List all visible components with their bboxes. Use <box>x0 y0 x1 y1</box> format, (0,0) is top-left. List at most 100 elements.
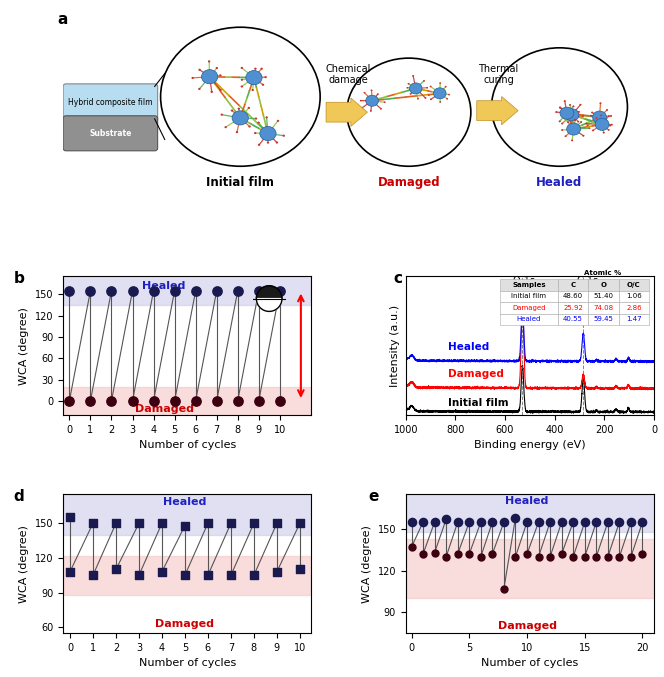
Circle shape <box>567 121 569 123</box>
Point <box>452 517 463 527</box>
Circle shape <box>564 135 566 137</box>
Circle shape <box>580 121 582 123</box>
Point <box>522 548 533 559</box>
Bar <box>63 387 311 415</box>
Circle shape <box>562 114 564 116</box>
Circle shape <box>590 115 592 116</box>
Circle shape <box>611 124 613 125</box>
Point <box>111 518 122 529</box>
Circle shape <box>434 88 446 99</box>
Circle shape <box>430 86 432 87</box>
Text: Healed: Healed <box>142 281 186 290</box>
Circle shape <box>277 120 280 122</box>
Circle shape <box>258 144 260 146</box>
Point <box>475 551 486 562</box>
Y-axis label: WCA (degree): WCA (degree) <box>19 525 29 603</box>
Circle shape <box>560 107 574 119</box>
Circle shape <box>240 85 243 87</box>
Point <box>88 518 98 529</box>
Point <box>544 517 555 527</box>
Point <box>64 567 75 577</box>
Circle shape <box>241 79 243 81</box>
Circle shape <box>600 102 602 104</box>
Point <box>64 285 75 296</box>
Point <box>487 517 497 527</box>
Circle shape <box>577 121 579 123</box>
Ellipse shape <box>491 48 627 167</box>
Point <box>533 517 544 527</box>
Point <box>148 395 159 406</box>
Point <box>637 517 648 527</box>
Point <box>441 514 452 525</box>
Circle shape <box>254 68 256 70</box>
Point <box>274 285 285 296</box>
Point <box>568 551 578 562</box>
X-axis label: Number of cycles: Number of cycles <box>139 440 236 450</box>
Point <box>418 548 428 559</box>
Text: a: a <box>57 12 68 26</box>
Point <box>127 395 138 406</box>
Point <box>580 517 590 527</box>
Point <box>580 551 590 562</box>
Circle shape <box>266 116 268 118</box>
X-axis label: Number of cycles: Number of cycles <box>139 658 236 668</box>
Point <box>487 548 497 559</box>
Point <box>556 517 567 527</box>
Circle shape <box>219 74 222 77</box>
Circle shape <box>595 118 609 131</box>
Circle shape <box>232 111 248 125</box>
Point <box>499 517 509 527</box>
Circle shape <box>191 77 194 79</box>
Circle shape <box>224 126 227 128</box>
Text: Thermal
curing: Thermal curing <box>479 64 519 85</box>
Point <box>111 564 122 575</box>
Circle shape <box>555 111 557 113</box>
Circle shape <box>380 108 382 110</box>
Point <box>499 583 509 594</box>
Point <box>169 395 180 406</box>
Point <box>248 518 259 529</box>
Circle shape <box>446 98 448 100</box>
X-axis label: Binding energy (eV): Binding energy (eV) <box>474 440 586 450</box>
Bar <box>63 494 311 535</box>
Circle shape <box>606 109 608 111</box>
Text: Healed: Healed <box>163 498 207 508</box>
Circle shape <box>257 122 260 124</box>
Circle shape <box>199 68 201 71</box>
Circle shape <box>609 125 611 127</box>
Text: C 1s: C 1s <box>577 276 598 286</box>
Text: e: e <box>369 489 379 504</box>
Circle shape <box>264 76 267 79</box>
Circle shape <box>240 67 243 69</box>
Point <box>203 570 213 581</box>
Point <box>452 548 463 559</box>
Ellipse shape <box>347 58 471 167</box>
Point <box>64 395 75 406</box>
FancyBboxPatch shape <box>63 84 157 123</box>
Circle shape <box>248 107 250 109</box>
Point <box>510 512 521 523</box>
Text: Substrate: Substrate <box>89 129 131 138</box>
Point <box>464 517 475 527</box>
Circle shape <box>428 94 430 96</box>
Circle shape <box>574 118 576 121</box>
Point <box>272 567 282 577</box>
Circle shape <box>208 60 210 62</box>
Bar <box>63 276 311 305</box>
Point <box>232 285 243 296</box>
Point <box>232 395 243 406</box>
Text: Damaged: Damaged <box>448 369 504 379</box>
Point <box>568 517 578 527</box>
Text: b: b <box>13 271 25 286</box>
Circle shape <box>231 110 233 112</box>
Point <box>180 520 191 531</box>
Ellipse shape <box>161 27 320 167</box>
Circle shape <box>426 87 428 89</box>
Bar <box>63 556 311 595</box>
Circle shape <box>569 104 571 106</box>
Point <box>522 517 533 527</box>
Circle shape <box>360 100 362 102</box>
Circle shape <box>591 112 593 114</box>
Point <box>533 551 544 562</box>
Circle shape <box>260 127 276 141</box>
